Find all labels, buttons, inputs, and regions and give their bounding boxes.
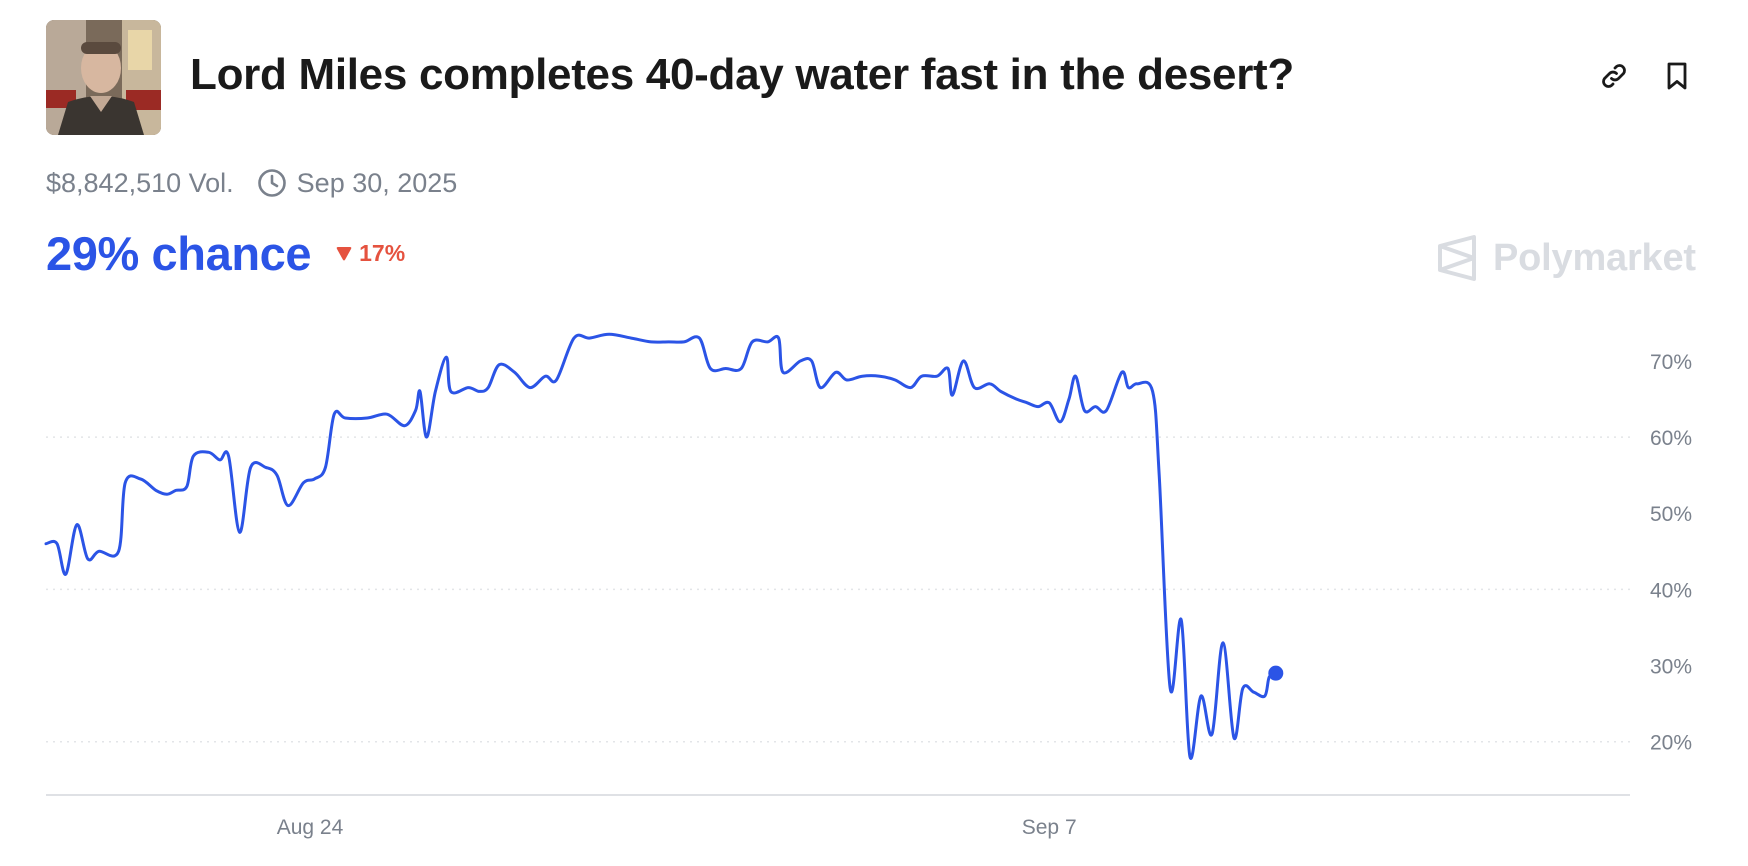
- volume-text: $8,842,510 Vol.: [46, 167, 234, 198]
- end-date-text: Sep 30, 2025: [296, 167, 458, 198]
- bookmark-icon: [1667, 62, 1687, 90]
- bookmark-button[interactable]: [1657, 56, 1697, 96]
- x-tick-label: Aug 24: [277, 816, 344, 839]
- y-tick-label: 20%: [1650, 732, 1692, 755]
- polymarket-logo-icon: [1438, 235, 1476, 281]
- y-tick-label: 70%: [1650, 351, 1692, 374]
- y-tick-label: 60%: [1650, 427, 1692, 450]
- series-line: [44, 332, 1278, 760]
- down-triangle-icon: [336, 246, 352, 260]
- clock-icon: [257, 169, 286, 197]
- y-tick-label: 40%: [1650, 579, 1692, 602]
- link-icon: [1602, 64, 1626, 88]
- market-title: Lord Miles completes 40-day water fast i…: [190, 50, 1294, 99]
- person-photo-icon: [46, 20, 161, 135]
- market-meta: $8,842,510 Vol. Sep 30, 2025: [46, 165, 457, 201]
- market-header: Lord Miles completes 40-day water fast i…: [46, 20, 1706, 137]
- y-tick-label: 50%: [1650, 503, 1692, 526]
- change-value: 17%: [359, 240, 406, 266]
- change-badge: 17%: [335, 240, 405, 267]
- brand-name: Polymarket: [1493, 236, 1696, 279]
- chance-value: 29% chance: [46, 227, 312, 280]
- polymarket-brand: Polymarket: [1435, 234, 1696, 282]
- y-tick-label: 30%: [1650, 656, 1692, 679]
- copy-link-button[interactable]: [1594, 56, 1634, 96]
- current-value-point: [1268, 665, 1284, 681]
- odds-row: 29% chance 17%: [46, 226, 405, 281]
- x-tick-label: Sep 7: [1022, 816, 1077, 839]
